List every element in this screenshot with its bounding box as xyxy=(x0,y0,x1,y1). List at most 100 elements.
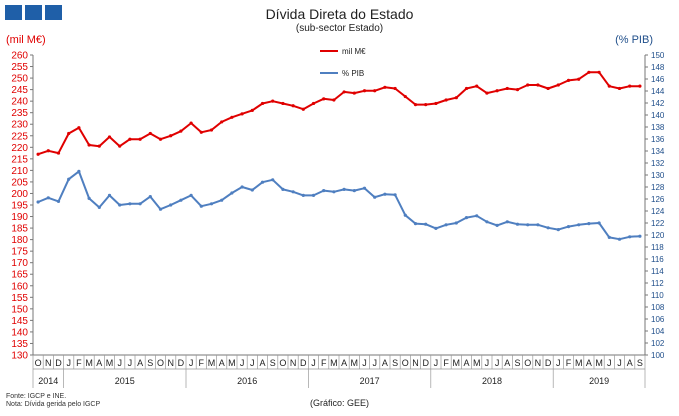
left-tick-label: 155 xyxy=(11,293,28,304)
right-tick-label: 138 xyxy=(651,123,665,132)
data-point-pct-gdp xyxy=(373,195,377,199)
data-point-pct-gdp xyxy=(158,207,163,211)
month-tick-label: J xyxy=(189,358,194,368)
data-point-mil-eur xyxy=(628,84,632,88)
left-tick-label: 200 xyxy=(11,189,28,200)
month-tick-label: S xyxy=(270,358,276,368)
data-point-pct-gdp xyxy=(138,202,142,206)
data-point-pct-gdp xyxy=(536,223,540,227)
month-tick-label: M xyxy=(575,358,583,368)
data-point-pct-gdp xyxy=(332,190,336,194)
right-tick-label: 110 xyxy=(651,291,664,300)
footnote-source: Fonte: IGCP e INE. xyxy=(6,393,67,400)
right-tick-label: 130 xyxy=(651,171,665,180)
data-point-pct-gdp xyxy=(118,203,122,207)
data-point-pct-gdp xyxy=(526,223,530,227)
logo-block xyxy=(45,5,62,20)
data-point-mil-eur xyxy=(67,131,71,136)
year-tick-label: 2017 xyxy=(360,376,380,386)
data-point-pct-gdp xyxy=(413,222,418,226)
right-tick-label: 102 xyxy=(651,339,665,348)
data-point-mil-eur xyxy=(260,101,265,106)
right-tick-label: 124 xyxy=(651,207,665,216)
data-point-mil-eur xyxy=(444,98,448,102)
month-tick-label: A xyxy=(382,358,388,368)
data-point-pct-gdp xyxy=(597,221,601,225)
month-tick-label: S xyxy=(392,358,398,368)
month-tick-label: J xyxy=(66,358,71,368)
right-tick-label: 118 xyxy=(651,243,664,252)
month-tick-label: J xyxy=(372,358,377,368)
month-tick-label: A xyxy=(463,358,469,368)
footnote-note: Nota: Dívida gerida pelo IGCP xyxy=(6,401,101,408)
data-point-mil-eur xyxy=(383,85,387,89)
month-tick-label: F xyxy=(443,358,449,368)
month-tick-label: J xyxy=(556,358,561,368)
left-tick-label: 215 xyxy=(11,154,28,165)
month-tick-label: M xyxy=(453,358,461,368)
right-axis-unit: (% PIB) xyxy=(615,34,653,46)
data-point-mil-eur xyxy=(546,86,550,91)
data-point-mil-eur xyxy=(311,101,316,106)
month-tick-label: J xyxy=(617,358,622,368)
left-tick-label: 170 xyxy=(11,258,28,269)
data-point-pct-gdp xyxy=(515,222,520,226)
month-tick-label: J xyxy=(128,358,133,368)
data-point-pct-gdp xyxy=(577,223,581,227)
month-tick-label: N xyxy=(290,358,297,368)
legend-label-pct-gdp: % PIB xyxy=(342,69,364,78)
data-point-mil-eur xyxy=(526,83,530,87)
left-axis-unit: (mil M€) xyxy=(6,34,46,46)
data-point-mil-eur xyxy=(362,89,367,93)
data-point-pct-gdp xyxy=(434,226,438,230)
data-point-pct-gdp xyxy=(322,189,326,193)
right-tick-label: 144 xyxy=(651,87,665,96)
data-point-mil-eur xyxy=(220,120,224,124)
month-tick-label: J xyxy=(240,358,245,368)
data-point-mil-eur xyxy=(577,77,581,81)
data-point-pct-gdp xyxy=(148,195,152,199)
month-tick-label: A xyxy=(137,358,143,368)
year-tick-label: 2015 xyxy=(115,376,135,386)
year-tick-label: 2018 xyxy=(482,376,502,386)
data-point-mil-eur xyxy=(332,98,336,102)
left-tick-label: 205 xyxy=(11,177,28,188)
month-tick-label: O xyxy=(524,358,531,368)
data-point-mil-eur xyxy=(36,152,40,156)
data-point-pct-gdp xyxy=(638,234,642,238)
month-tick-label: A xyxy=(504,358,510,368)
data-point-mil-eur xyxy=(118,144,122,148)
data-point-mil-eur xyxy=(352,91,356,95)
data-point-pct-gdp xyxy=(628,235,632,239)
data-point-pct-gdp xyxy=(240,185,244,189)
month-tick-label: A xyxy=(627,358,633,368)
data-point-mil-eur xyxy=(301,107,305,111)
data-point-mil-eur xyxy=(434,101,438,106)
month-tick-label: J xyxy=(607,358,612,368)
right-tick-label: 108 xyxy=(651,303,665,312)
data-point-pct-gdp xyxy=(444,223,448,227)
year-tick-label: 2014 xyxy=(38,376,58,386)
data-point-mil-eur xyxy=(271,99,275,103)
left-tick-label: 160 xyxy=(11,281,28,292)
month-tick-label: J xyxy=(311,358,316,368)
month-tick-label: D xyxy=(178,358,185,368)
left-tick-label: 185 xyxy=(11,224,28,235)
data-point-mil-eur xyxy=(322,97,326,101)
legend-label-mil-eur: mil M€ xyxy=(342,47,366,56)
data-point-pct-gdp xyxy=(607,235,611,239)
data-point-mil-eur xyxy=(342,90,346,94)
month-tick-label: J xyxy=(117,358,122,368)
data-point-pct-gdp xyxy=(617,237,622,241)
data-point-pct-gdp xyxy=(77,169,81,173)
data-point-pct-gdp xyxy=(97,205,101,209)
chart-subtitle: (sub-sector Estado) xyxy=(295,23,384,34)
data-point-pct-gdp xyxy=(505,220,509,224)
data-point-mil-eur xyxy=(281,101,285,106)
data-point-pct-gdp xyxy=(189,193,193,197)
data-point-mil-eur xyxy=(158,137,163,141)
gee-logo xyxy=(5,5,62,20)
month-tick-label: N xyxy=(535,358,542,368)
data-point-mil-eur xyxy=(373,89,377,93)
